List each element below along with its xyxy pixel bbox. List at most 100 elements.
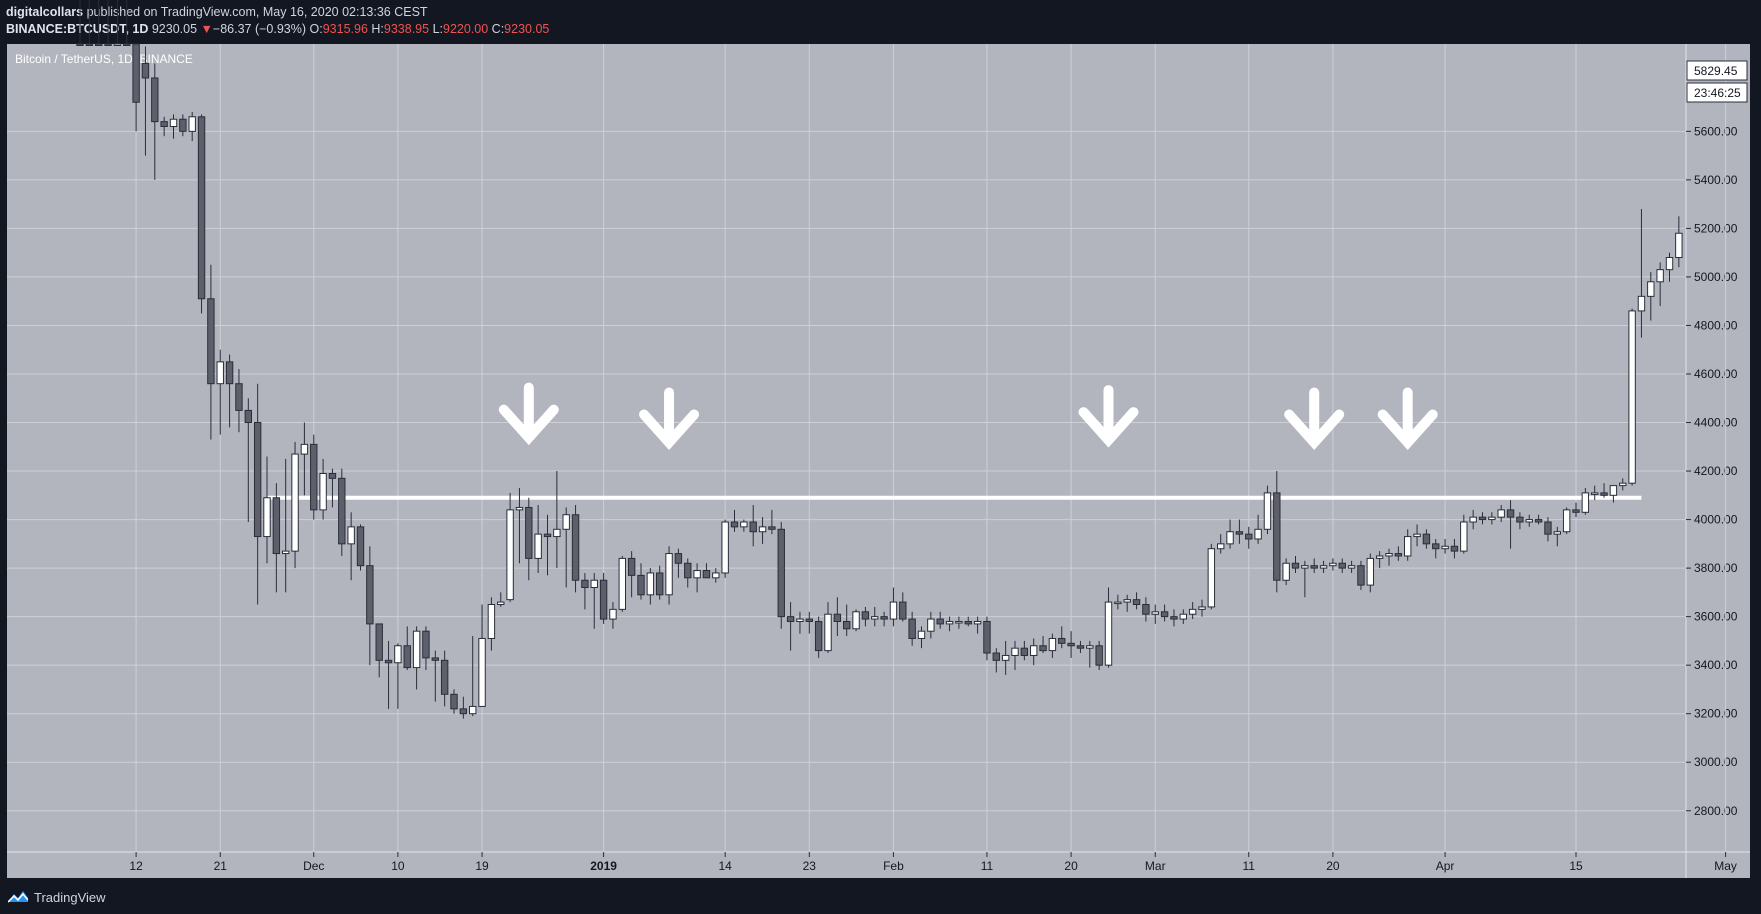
- candle-body-up[interactable]: [1581, 492, 1590, 513]
- candle-body-down[interactable]: [160, 121, 168, 127]
- candle-body-up[interactable]: [758, 526, 767, 533]
- candle-body-up[interactable]: [1609, 485, 1618, 496]
- candle-body-down[interactable]: [141, 62, 150, 79]
- candle-body-down[interactable]: [1067, 642, 1075, 647]
- candle-body-up[interactable]: [1207, 548, 1216, 608]
- candle-body-up[interactable]: [665, 553, 673, 596]
- candle-body-down[interactable]: [1132, 599, 1141, 606]
- candle-body-down[interactable]: [104, 43, 112, 46]
- candle-body-down[interactable]: [272, 497, 281, 555]
- candle-body-up[interactable]: [1628, 310, 1636, 484]
- candle-body-up[interactable]: [1114, 601, 1122, 605]
- candle-body-down[interactable]: [375, 623, 383, 661]
- candle-body-up[interactable]: [1385, 553, 1393, 557]
- candle-body-down[interactable]: [777, 528, 785, 618]
- candle-body-down[interactable]: [805, 618, 813, 622]
- candle-body-up[interactable]: [693, 570, 701, 579]
- candle-body-up[interactable]: [1198, 606, 1206, 610]
- candle-body-up[interactable]: [712, 572, 720, 579]
- down-arrow-icon[interactable]: [498, 382, 559, 446]
- candle-body-up[interactable]: [955, 620, 963, 624]
- candle-body-up[interactable]: [469, 705, 477, 715]
- candle-body-down[interactable]: [403, 645, 411, 669]
- candle-body-down[interactable]: [880, 616, 888, 620]
- candle-body-up[interactable]: [1647, 281, 1655, 297]
- candle-body-down[interactable]: [908, 618, 916, 639]
- candle-body-up[interactable]: [263, 497, 271, 538]
- candle-body-up[interactable]: [973, 620, 982, 625]
- candle-body-up[interactable]: [1179, 613, 1187, 620]
- candle-body-down[interactable]: [1450, 545, 1459, 552]
- candle-body-down[interactable]: [225, 361, 234, 385]
- candle-body-down[interactable]: [899, 601, 907, 620]
- candle-body-down[interactable]: [132, 43, 140, 103]
- candle-body-down[interactable]: [366, 565, 374, 625]
- candle-body-up[interactable]: [1151, 611, 1159, 615]
- candle-body-down[interactable]: [1170, 616, 1178, 620]
- candle-body-down[interactable]: [123, 43, 131, 46]
- candle-body-down[interactable]: [95, 43, 103, 46]
- candle-body-down[interactable]: [684, 562, 692, 579]
- candle-body-up[interactable]: [1525, 519, 1533, 523]
- candle-body-up[interactable]: [1619, 482, 1627, 487]
- down-arrow-icon[interactable]: [639, 387, 700, 451]
- candle-body-down[interactable]: [1058, 637, 1066, 644]
- candle-body-down[interactable]: [1235, 531, 1244, 535]
- candle-body-down[interactable]: [151, 77, 159, 123]
- candle-body-up[interactable]: [1460, 521, 1468, 552]
- candle-body-up[interactable]: [618, 557, 626, 610]
- candle-body-down[interactable]: [1534, 519, 1543, 523]
- candle-body-down[interactable]: [599, 579, 608, 620]
- candle-body-up[interactable]: [1001, 654, 1010, 661]
- candle-body-up[interactable]: [394, 645, 402, 664]
- candle-body-up[interactable]: [1656, 269, 1664, 283]
- candle-body-down[interactable]: [1291, 562, 1300, 569]
- candle-body-down[interactable]: [656, 572, 664, 596]
- candle-body-down[interactable]: [525, 506, 533, 559]
- candle-body-up[interactable]: [188, 116, 196, 132]
- candle-body-down[interactable]: [814, 620, 823, 652]
- candle-body-up[interactable]: [487, 604, 496, 639]
- candle-body-up[interactable]: [1375, 555, 1384, 559]
- candle-body-down[interactable]: [1338, 562, 1346, 569]
- price-axis-area[interactable]: [1686, 44, 1750, 852]
- candle-body-up[interactable]: [1319, 565, 1328, 569]
- candle-body-up[interactable]: [721, 521, 729, 574]
- candle-body-up[interactable]: [1347, 565, 1356, 569]
- candle-body-up[interactable]: [945, 620, 954, 625]
- candle-body-up[interactable]: [927, 618, 935, 632]
- candle-body-down[interactable]: [749, 521, 757, 533]
- candle-body-down[interactable]: [702, 570, 711, 579]
- candle-body-down[interactable]: [1572, 509, 1580, 513]
- candle-body-down[interactable]: [768, 526, 776, 530]
- candle-body-up[interactable]: [1011, 647, 1019, 656]
- candle-body-up[interactable]: [497, 601, 505, 606]
- candle-body-up[interactable]: [852, 611, 860, 630]
- candle-body-down[interactable]: [1142, 604, 1150, 615]
- candle-body-down[interactable]: [459, 708, 468, 715]
- candle-body-up[interactable]: [113, 43, 122, 46]
- candle-body-down[interactable]: [627, 557, 636, 576]
- candle-body-up[interactable]: [553, 528, 561, 538]
- author-name[interactable]: digitalcollars: [6, 5, 84, 19]
- candle-body-down[interactable]: [1273, 492, 1281, 581]
- candle-body-down[interactable]: [674, 553, 683, 564]
- candle-body-down[interactable]: [786, 616, 795, 622]
- candle-body-down[interactable]: [338, 477, 346, 545]
- candle-body-down[interactable]: [1394, 553, 1403, 557]
- candle-body-up[interactable]: [478, 637, 486, 707]
- candle-body-down[interactable]: [581, 579, 589, 589]
- candle-body-up[interactable]: [412, 630, 421, 669]
- candle-body-up[interactable]: [1226, 531, 1234, 545]
- candle-body-down[interactable]: [1600, 492, 1608, 496]
- candle-body-down[interactable]: [1245, 533, 1253, 540]
- candle-body-down[interactable]: [992, 652, 1000, 661]
- candle-body-down[interactable]: [1544, 521, 1552, 535]
- candle-body-up[interactable]: [1104, 601, 1113, 666]
- candle-body-up[interactable]: [515, 506, 524, 511]
- candle-body-down[interactable]: [1478, 516, 1487, 521]
- candle-body-down[interactable]: [207, 298, 215, 385]
- candle-body-up[interactable]: [1404, 536, 1412, 557]
- candle-body-up[interactable]: [1553, 531, 1561, 535]
- candle-body-up[interactable]: [889, 601, 898, 620]
